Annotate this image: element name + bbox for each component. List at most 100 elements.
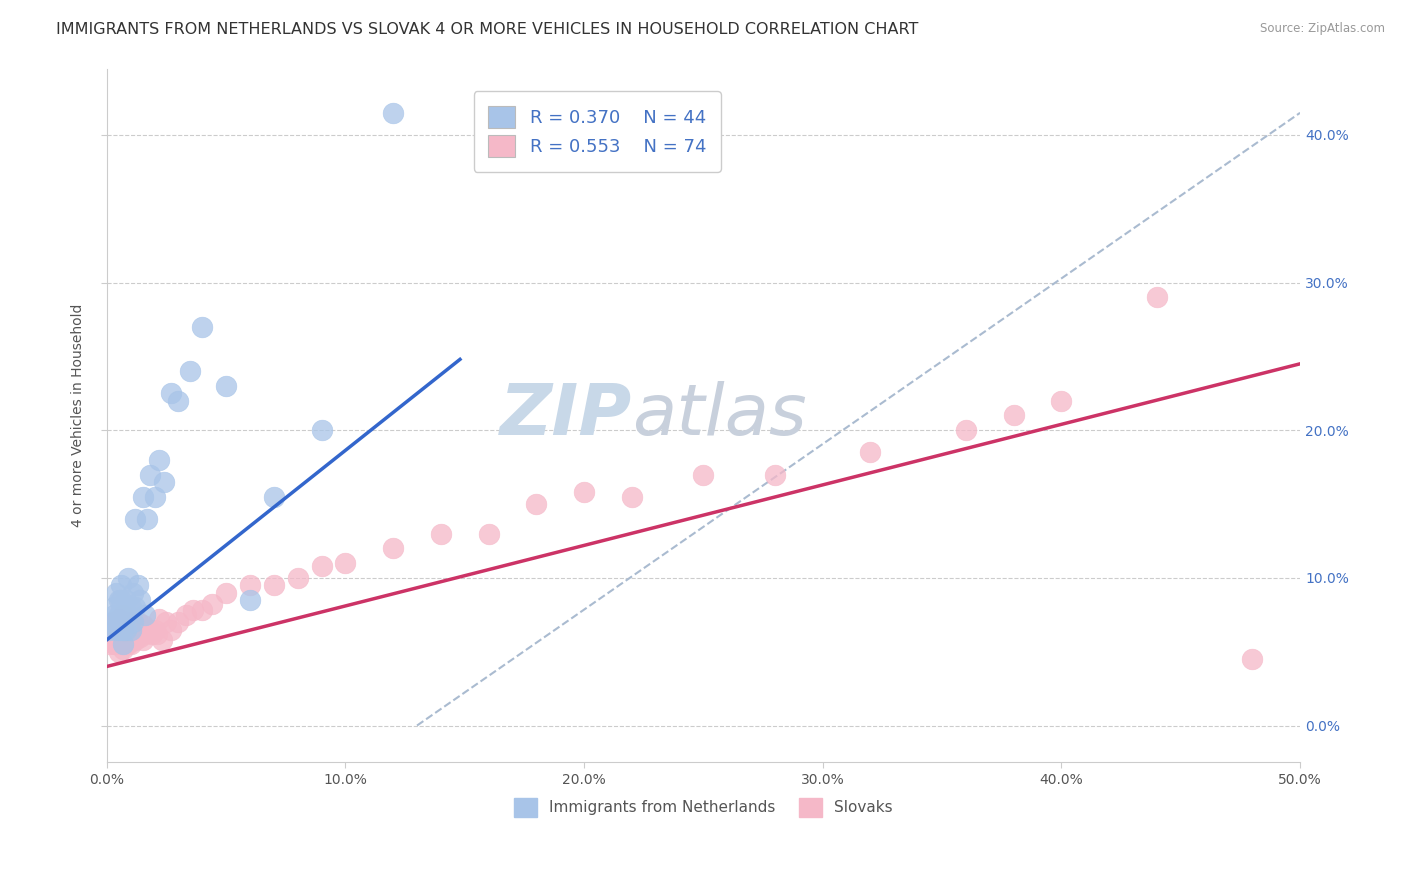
Point xyxy=(524,497,547,511)
Point xyxy=(122,621,145,635)
Point xyxy=(107,593,129,607)
Point xyxy=(311,423,333,437)
Point xyxy=(215,379,238,393)
Point xyxy=(107,623,129,637)
Point xyxy=(112,623,135,637)
Point xyxy=(478,526,501,541)
Point xyxy=(239,593,262,607)
Point xyxy=(117,571,139,585)
Point xyxy=(110,578,132,592)
Point xyxy=(103,615,125,630)
Point xyxy=(153,475,176,489)
Point xyxy=(120,623,142,637)
Point xyxy=(311,559,333,574)
Point xyxy=(112,630,135,644)
Point xyxy=(955,423,977,437)
Point xyxy=(382,105,405,120)
Text: ZIP: ZIP xyxy=(499,381,631,450)
Point xyxy=(103,637,125,651)
Point xyxy=(127,615,149,630)
Point xyxy=(124,632,146,647)
Point xyxy=(100,625,122,640)
Point xyxy=(120,625,142,640)
Point xyxy=(141,627,163,641)
Point xyxy=(115,607,138,622)
Point xyxy=(191,319,214,334)
Point xyxy=(127,630,149,644)
Point xyxy=(110,607,132,622)
Point xyxy=(131,490,153,504)
Point xyxy=(201,598,224,612)
Point xyxy=(155,615,177,630)
Point xyxy=(127,578,149,592)
Point xyxy=(239,578,262,592)
Point xyxy=(115,637,138,651)
Point xyxy=(138,623,160,637)
Point xyxy=(122,615,145,630)
Point xyxy=(110,615,132,630)
Point xyxy=(107,607,129,622)
Point xyxy=(136,625,159,640)
Point xyxy=(131,618,153,632)
Point xyxy=(112,641,135,656)
Point xyxy=(181,603,204,617)
Point xyxy=(763,467,786,482)
Point xyxy=(98,637,121,651)
Point xyxy=(167,393,190,408)
Point xyxy=(179,364,201,378)
Point xyxy=(117,637,139,651)
Point xyxy=(117,607,139,622)
Point xyxy=(148,612,170,626)
Point xyxy=(124,600,146,615)
Point xyxy=(105,585,128,599)
Point xyxy=(112,607,135,622)
Y-axis label: 4 or more Vehicles in Household: 4 or more Vehicles in Household xyxy=(72,304,86,527)
Point xyxy=(160,386,183,401)
Point xyxy=(1146,290,1168,304)
Point xyxy=(136,512,159,526)
Point xyxy=(146,627,169,641)
Point xyxy=(143,490,166,504)
Point xyxy=(1050,393,1073,408)
Point xyxy=(335,556,357,570)
Point xyxy=(110,593,132,607)
Point xyxy=(148,452,170,467)
Point xyxy=(692,467,714,482)
Point xyxy=(103,600,125,615)
Point xyxy=(122,632,145,647)
Point xyxy=(120,637,142,651)
Point xyxy=(103,627,125,641)
Point xyxy=(107,612,129,626)
Point xyxy=(107,645,129,659)
Point xyxy=(150,632,173,647)
Point xyxy=(115,615,138,630)
Point xyxy=(160,623,183,637)
Point xyxy=(107,632,129,647)
Text: IMMIGRANTS FROM NETHERLANDS VS SLOVAK 4 OR MORE VEHICLES IN HOUSEHOLD CORRELATIO: IMMIGRANTS FROM NETHERLANDS VS SLOVAK 4 … xyxy=(56,22,918,37)
Point xyxy=(572,485,595,500)
Point xyxy=(124,618,146,632)
Point xyxy=(382,541,405,556)
Point xyxy=(430,526,453,541)
Point xyxy=(134,623,156,637)
Point xyxy=(215,585,238,599)
Legend: Immigrants from Netherlands, Slovaks: Immigrants from Netherlands, Slovaks xyxy=(506,790,900,824)
Point xyxy=(115,623,138,637)
Text: atlas: atlas xyxy=(631,381,807,450)
Point xyxy=(107,623,129,637)
Point xyxy=(105,637,128,651)
Point xyxy=(859,445,882,459)
Point xyxy=(112,637,135,651)
Point xyxy=(122,585,145,599)
Point xyxy=(98,623,121,637)
Point xyxy=(100,615,122,630)
Point xyxy=(138,467,160,482)
Point xyxy=(174,607,197,622)
Point xyxy=(263,490,285,504)
Point xyxy=(100,615,122,630)
Point xyxy=(124,512,146,526)
Point xyxy=(263,578,285,592)
Point xyxy=(115,627,138,641)
Point xyxy=(120,615,142,630)
Point xyxy=(103,607,125,622)
